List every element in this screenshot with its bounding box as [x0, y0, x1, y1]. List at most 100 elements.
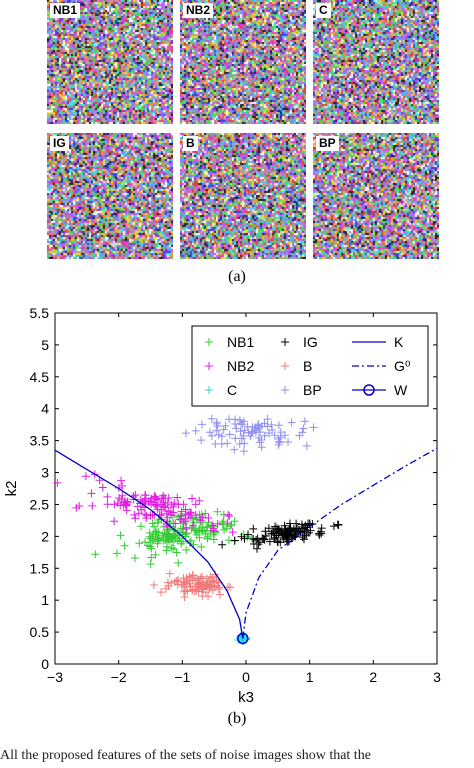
x-tick-label: 2	[369, 669, 377, 685]
point-bp	[239, 447, 248, 456]
point-nb1	[150, 522, 159, 531]
y-tick-label: 4.5	[30, 369, 50, 385]
point-nb2	[182, 524, 191, 533]
point-bp	[232, 424, 241, 433]
point-nb2	[87, 489, 96, 498]
point-nb1	[147, 553, 156, 562]
point-bp	[231, 415, 240, 424]
point-bp	[275, 437, 284, 446]
point-nb2	[141, 510, 150, 519]
point-nb2	[151, 500, 160, 509]
point-ig	[329, 522, 338, 531]
legend-marker-b	[281, 362, 289, 370]
point-b	[216, 590, 225, 599]
point-bp	[274, 421, 283, 430]
point-nb2	[53, 478, 62, 487]
legend-marker-nb1	[205, 338, 213, 346]
noise-image	[47, 0, 173, 124]
point-bp	[239, 417, 248, 426]
point-bp	[230, 445, 239, 454]
noise-image	[180, 133, 306, 259]
y-tick-label: 1.5	[30, 560, 50, 576]
point-nb2	[181, 514, 190, 523]
point-ig	[237, 532, 246, 541]
point-bp	[221, 421, 230, 430]
point-nb1	[213, 507, 222, 516]
noise-tile-nb2: NB2	[180, 0, 306, 124]
legend-box	[191, 325, 429, 407]
legend-label-c: C	[227, 382, 237, 398]
point-nb1	[185, 538, 194, 547]
point-ig	[260, 535, 269, 544]
y-tick-label: 0.5	[30, 624, 50, 640]
point-ig	[287, 534, 296, 543]
point-bp	[207, 431, 216, 440]
point-nb1	[162, 546, 171, 555]
legend-label-ig: IG	[303, 334, 318, 350]
point-nb1	[116, 531, 125, 540]
x-axis-label: k3	[238, 689, 254, 706]
point-ig	[285, 530, 294, 539]
point-nb2	[150, 492, 159, 501]
legend-marker-nb2	[205, 362, 213, 370]
legend-label-g0: G⁰	[394, 358, 411, 374]
point-nb2	[179, 500, 188, 509]
point-ig	[275, 525, 284, 534]
point-nb1	[135, 539, 144, 548]
point-nb1	[151, 550, 160, 559]
point-bp	[287, 418, 296, 427]
point-nb2	[225, 512, 234, 521]
point-bp	[274, 440, 283, 449]
point-nb1	[172, 548, 181, 557]
point-bp	[212, 426, 221, 435]
point-nb1	[202, 523, 211, 532]
legend-marker-ig	[281, 338, 289, 346]
point-nb1	[147, 544, 156, 553]
legend-marker-w-circle	[363, 384, 375, 396]
body-text-cutoff: All the proposed features of the sets of…	[0, 748, 371, 763]
point-b	[201, 588, 210, 597]
point-bp	[248, 423, 257, 432]
point-nb2	[131, 491, 140, 500]
point-nb1	[230, 517, 239, 526]
point-b	[203, 582, 212, 591]
point-b	[165, 569, 174, 578]
point-nb2	[188, 494, 197, 503]
point-nb1	[145, 528, 154, 537]
point-nb2	[154, 496, 163, 505]
point-nb1	[164, 529, 173, 538]
y-tick-label: 3	[41, 465, 49, 481]
point-nb2	[204, 514, 213, 523]
point-ig	[230, 536, 239, 545]
point-ig	[244, 530, 253, 539]
point-b	[198, 572, 207, 581]
point-nb2	[130, 510, 139, 519]
point-nb1	[162, 530, 171, 539]
y-axis-label: k2	[3, 481, 20, 497]
point-nb1	[146, 538, 155, 547]
point-nb2	[113, 499, 122, 508]
point-b	[199, 580, 208, 589]
point-nb2	[191, 510, 200, 519]
point-ig	[299, 535, 308, 544]
point-bp	[217, 432, 226, 441]
point-bp	[197, 420, 206, 429]
point-ig	[279, 535, 288, 544]
point-bp	[265, 428, 274, 437]
point-ig	[218, 540, 227, 549]
point-bp	[257, 422, 266, 431]
tile-label: IG	[50, 136, 69, 151]
point-b	[157, 588, 166, 597]
point-b	[164, 582, 173, 591]
point-nb1	[169, 537, 177, 546]
point-bp	[299, 424, 308, 433]
point-bp	[181, 429, 190, 438]
point-b	[206, 572, 215, 581]
point-nb1	[197, 542, 206, 551]
point-b	[209, 577, 218, 586]
curve-g0	[242, 447, 438, 639]
point-nb1	[182, 545, 191, 554]
noise-tile-c: C	[313, 0, 439, 124]
point-nb2	[167, 500, 176, 509]
x-tick-label: −1	[174, 669, 190, 685]
